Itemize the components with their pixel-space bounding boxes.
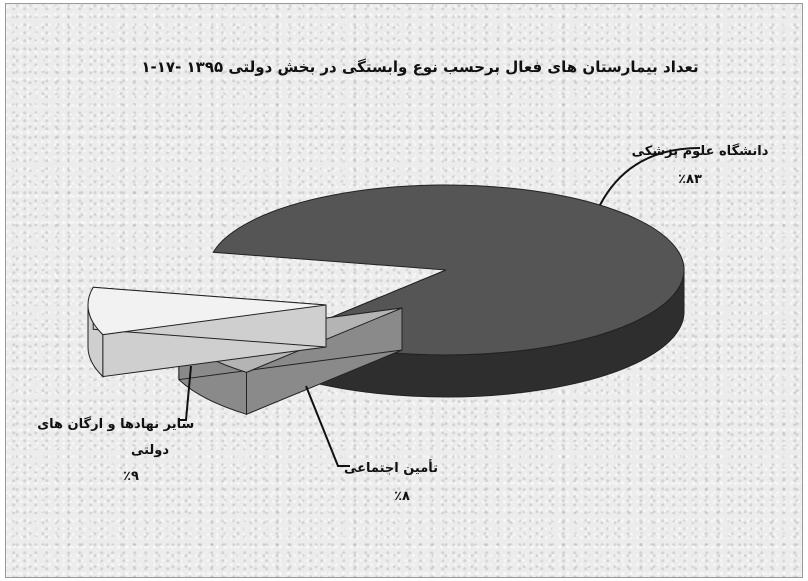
value-label-social-security: ٪۸ — [394, 489, 410, 504]
label-social-security: تأمین اجتماعی — [344, 459, 438, 476]
pie-slices — [88, 185, 684, 414]
label-other-gov: سایر نهادها و ارگان های دولتی — [37, 416, 199, 458]
value-label-other-gov: ٪۹ — [123, 469, 139, 484]
label-university: دانشگاه علوم پزشکی — [632, 143, 769, 159]
leader-line-social-security — [306, 386, 350, 466]
value-label-university: ٪۸۳ — [678, 172, 702, 187]
chart-title: ۱-۱۷- تعداد بیمارستان های فعال برحسب نوع… — [141, 58, 698, 76]
